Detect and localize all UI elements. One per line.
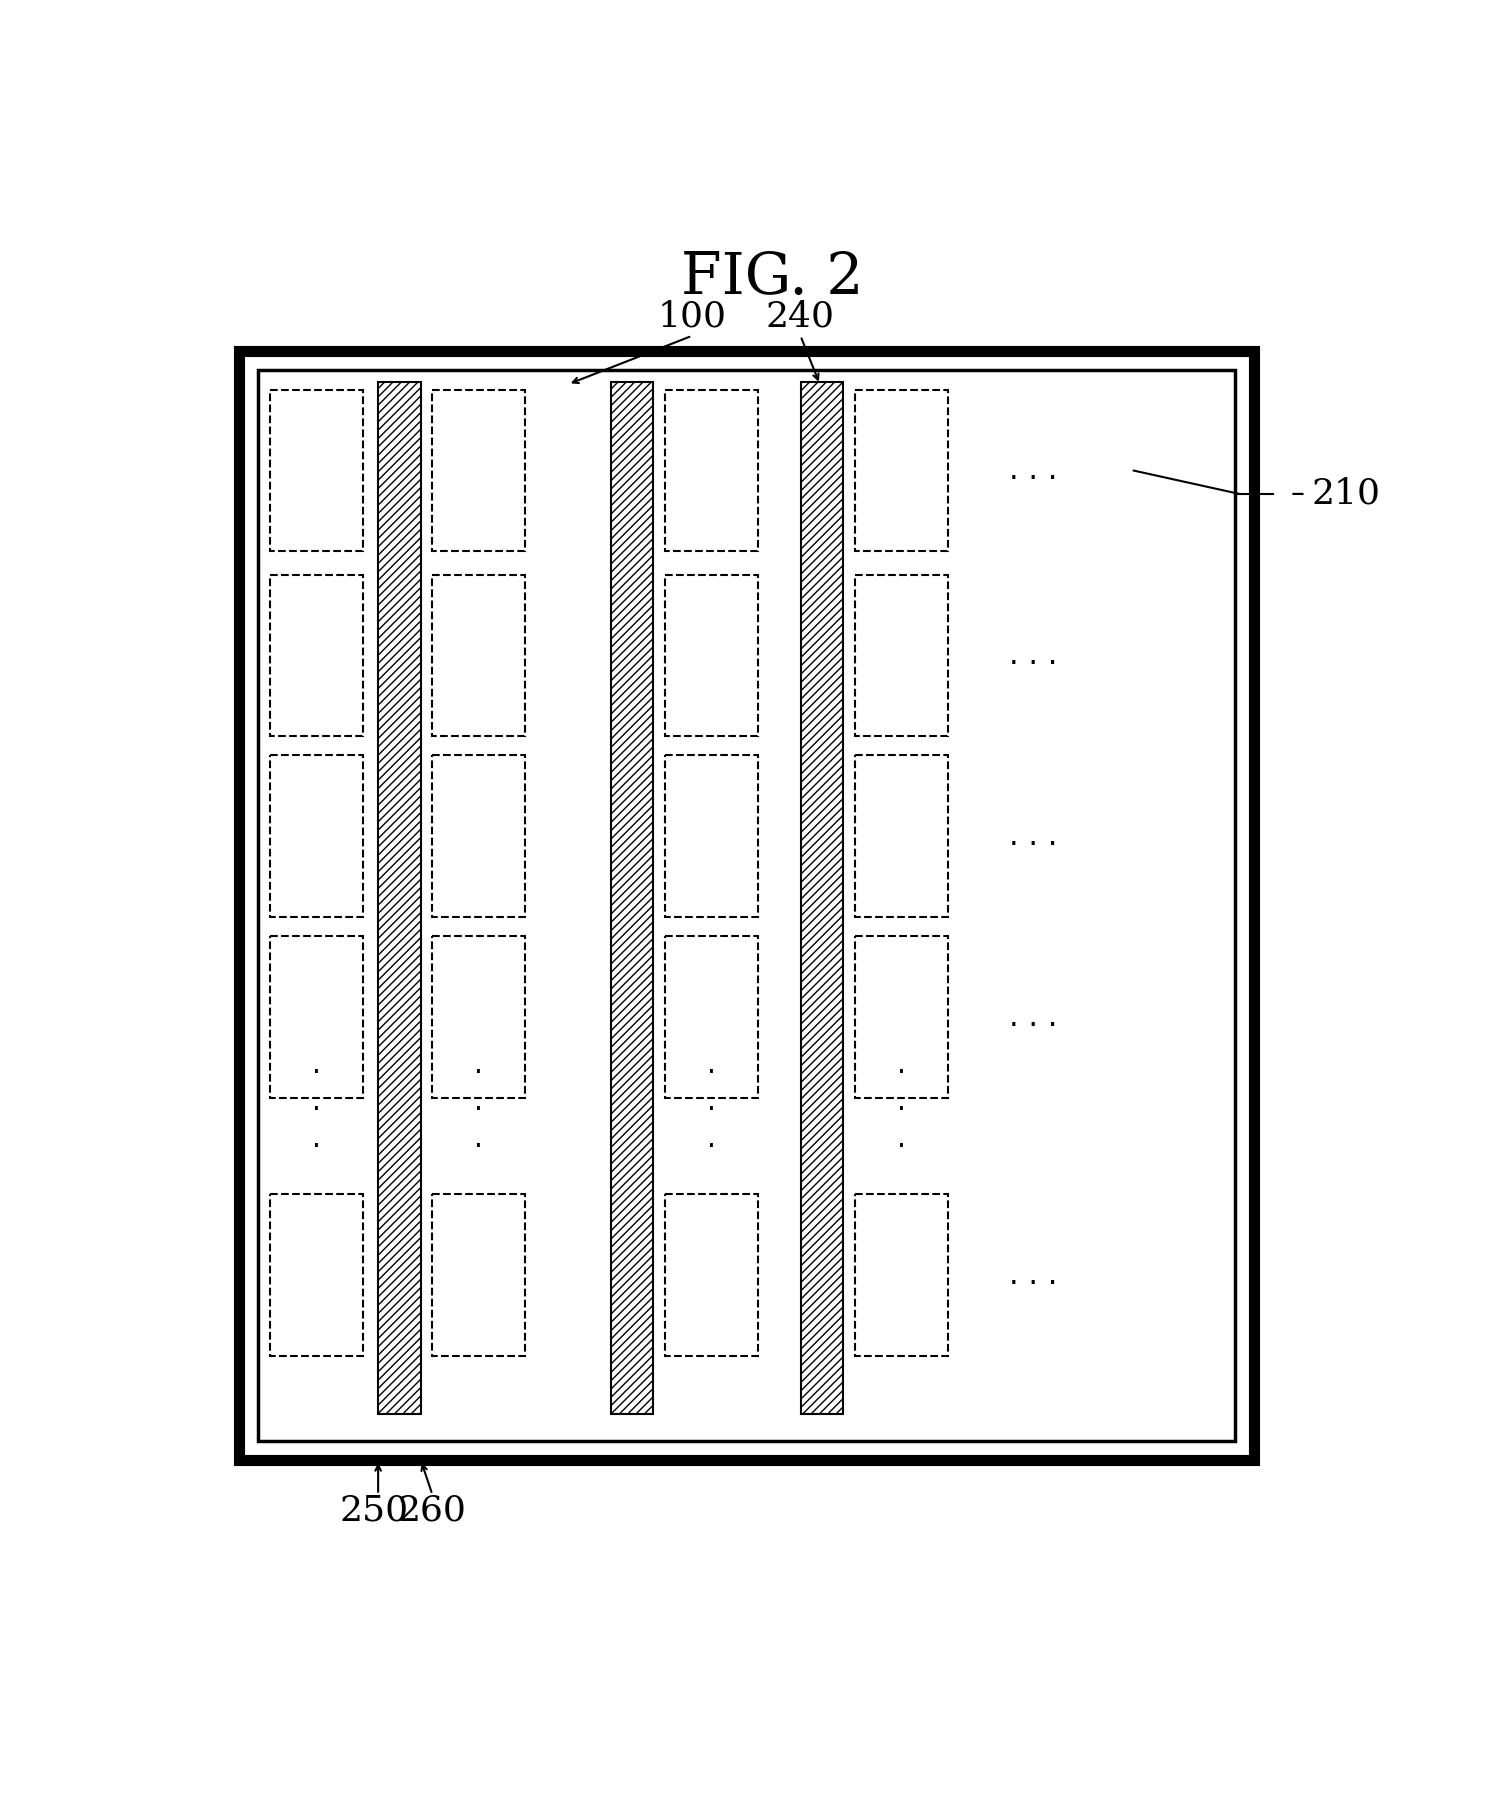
Bar	[432, 1194, 526, 1357]
Bar	[664, 390, 758, 552]
Bar	[432, 574, 526, 736]
Text: 240: 240	[767, 299, 834, 334]
Bar	[855, 390, 947, 552]
Bar	[855, 936, 947, 1099]
Bar	[664, 936, 758, 1099]
Text: . . .: . . .	[1009, 640, 1057, 669]
Text: 100: 100	[658, 299, 726, 334]
Bar	[270, 1194, 363, 1357]
Bar	[664, 756, 758, 916]
Text: . . .: . . .	[1009, 823, 1057, 851]
Text: .
.
.: . . .	[312, 1052, 321, 1153]
Bar	[432, 936, 526, 1099]
Text: 210: 210	[1312, 476, 1381, 511]
Bar	[801, 382, 843, 1414]
Text: 250: 250	[340, 1494, 408, 1526]
Text: .
.
.: . . .	[706, 1052, 715, 1153]
Text: FIG. 2: FIG. 2	[681, 251, 863, 307]
Text: . . .: . . .	[1009, 1261, 1057, 1290]
Bar	[270, 756, 363, 916]
Bar	[258, 370, 1235, 1441]
Bar	[378, 382, 420, 1414]
Text: . . .: . . .	[1009, 456, 1057, 485]
Text: 260: 260	[398, 1494, 467, 1526]
Bar	[855, 1194, 947, 1357]
Bar	[238, 352, 1254, 1459]
Bar	[610, 382, 654, 1414]
Bar	[432, 756, 526, 916]
Text: .
.
.: . . .	[896, 1052, 905, 1153]
Bar	[664, 1194, 758, 1357]
Text: –: –	[1291, 480, 1304, 507]
Bar	[270, 390, 363, 552]
Bar	[855, 756, 947, 916]
Bar	[855, 574, 947, 736]
Bar	[270, 574, 363, 736]
Bar	[432, 390, 526, 552]
Bar	[270, 936, 363, 1099]
Text: .
.
.: . . .	[474, 1052, 483, 1153]
Text: . . .: . . .	[1009, 1003, 1057, 1032]
Bar	[664, 574, 758, 736]
